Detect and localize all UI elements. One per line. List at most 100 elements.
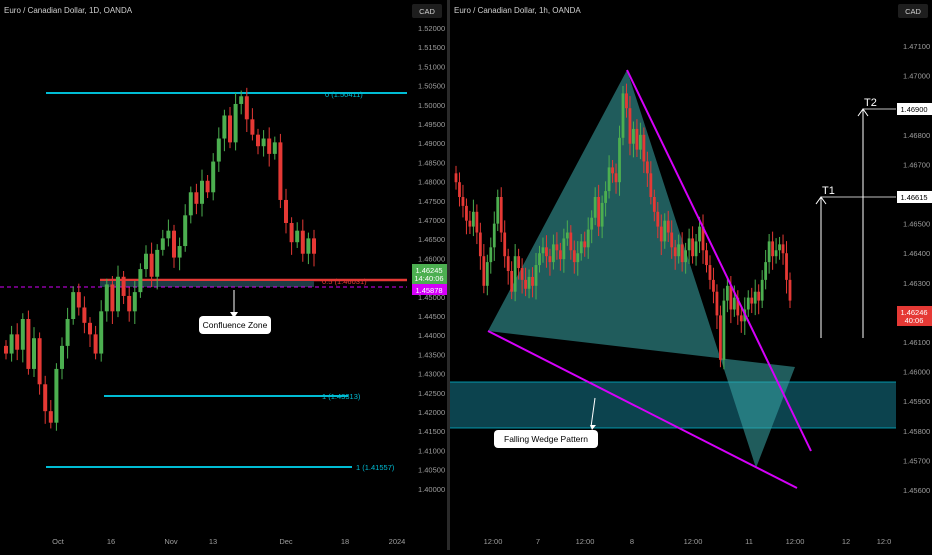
candle-body (93, 334, 98, 354)
left-last-price: 1.46245 (415, 266, 442, 275)
price-axis-label: 1.41000 (418, 446, 445, 455)
candle-body (222, 115, 227, 139)
price-axis-label: 1.47500 (418, 197, 445, 206)
left-time-axis[interactable]: Oct 16 Nov 13 Dec 18 2024 (52, 537, 405, 546)
price-axis-label: 1.46500 (418, 235, 445, 244)
candle-body (503, 232, 507, 257)
t1-price-tag (897, 191, 932, 203)
time-axis-label: 2024 (389, 537, 406, 546)
candle-body (562, 238, 566, 260)
candle-body (37, 338, 42, 385)
candle-body (569, 232, 573, 251)
candle-body (611, 167, 614, 174)
right-currency-badge-box[interactable] (898, 4, 928, 18)
candle-body (188, 192, 193, 216)
candle-body (250, 119, 255, 135)
candle-body (778, 244, 781, 251)
candle-body (739, 315, 743, 322)
candle-body (753, 291, 757, 304)
price-axis-label: 1.47000 (903, 72, 930, 81)
price-axis-label: 1.45700 (903, 456, 930, 465)
candle-body (65, 319, 70, 346)
candle-body (684, 250, 688, 263)
candle-body (458, 182, 461, 197)
right-countdown: 40:06 (905, 316, 924, 325)
left-chart-pane[interactable]: 0 (1.50411) 0.5 (1.46031) 1 (1.43313) 1 … (0, 0, 447, 550)
wedge-label: Falling Wedge Pattern (504, 434, 588, 444)
candle-body (618, 137, 621, 183)
time-axis-label: 12:0 (877, 537, 892, 546)
left-currency-badge-box[interactable] (412, 4, 442, 18)
price-axis-label: 1.50500 (418, 82, 445, 91)
wedge-lower-line (487, 330, 798, 489)
time-axis-label: 7 (536, 537, 540, 546)
right-last-price-tag (897, 306, 932, 326)
candle-body (104, 284, 109, 312)
candle-body (635, 128, 639, 150)
candle-body (121, 276, 126, 296)
time-axis-label: 12:00 (684, 537, 703, 546)
candle-body (708, 265, 712, 280)
candle-body (485, 262, 489, 286)
candle-body (155, 249, 160, 277)
candle-body (597, 197, 601, 227)
right-chart-pane[interactable]: T1 T2 Falling Wedge Pattern 1.47100 1.470… (450, 0, 932, 550)
candle-body (489, 247, 493, 263)
candle-body (32, 338, 36, 369)
left-chart-svg[interactable]: 0 (1.50411) 0.5 (1.46031) 1 (1.43313) 1 … (0, 0, 447, 550)
price-axis-label: 1.45000 (418, 293, 445, 302)
time-axis-label: 11 (745, 537, 753, 546)
candle-body (76, 292, 81, 308)
candle-body (545, 247, 548, 257)
price-axis-label: 1.46400 (903, 249, 930, 258)
candle-body (149, 253, 154, 277)
candle-body (565, 232, 569, 239)
price-axis-label: 1.46300 (903, 279, 930, 288)
level-label-0: 0 (1.50411) (325, 90, 363, 99)
candle-body (48, 411, 53, 423)
candle-body (306, 238, 311, 254)
candle-body (261, 138, 266, 147)
price-axis-label: 1.46100 (903, 338, 930, 347)
candle-body (552, 244, 555, 263)
candle-body (233, 103, 238, 143)
candle-body (621, 93, 625, 138)
candle-body (732, 297, 736, 310)
candle-body (454, 173, 458, 183)
candle-body (531, 276, 534, 286)
price-axis-label: 1.50000 (418, 101, 445, 110)
candle-body (26, 319, 31, 369)
price-axis-label: 1.43000 (418, 370, 445, 379)
price-axis-label: 1.46700 (903, 160, 930, 169)
candle-body (110, 284, 115, 312)
price-axis-label: 1.47100 (903, 42, 930, 51)
candle-body (673, 247, 677, 257)
pane-divider[interactable] (447, 0, 450, 550)
candle-body (300, 230, 305, 254)
candle-body (698, 226, 701, 242)
time-axis-label: Nov (164, 537, 178, 546)
candle-body (492, 223, 496, 248)
candle-body (614, 173, 618, 183)
candle-body (244, 96, 249, 120)
right-chart-svg[interactable]: T1 T2 Falling Wedge Pattern 1.47100 1.470… (450, 0, 932, 550)
confluence-zone (100, 281, 314, 287)
price-axis-label: 1.40000 (418, 485, 445, 494)
candle-body (183, 215, 188, 247)
candle-body (99, 311, 104, 354)
left-dashed-price-tag (412, 284, 447, 295)
price-axis-label: 1.51500 (418, 43, 445, 52)
candle-body (576, 253, 580, 263)
candle-body (628, 108, 632, 144)
confluence-label: Confluence Zone (203, 320, 268, 330)
right-time-axis[interactable]: 12:00 7 12:00 8 12:00 11 12:00 12 12:0 (484, 537, 892, 546)
price-axis-label: 1.51000 (418, 62, 445, 71)
candle-body (272, 142, 277, 154)
time-axis-label: Oct (52, 537, 65, 546)
price-axis-label: 1.44000 (418, 331, 445, 340)
price-axis-label: 1.44500 (418, 312, 445, 321)
candle-body (764, 262, 768, 280)
right-last-price: 1.46246 (900, 308, 927, 317)
price-axis-label: 1.40500 (418, 466, 445, 475)
candle-body (82, 307, 87, 323)
